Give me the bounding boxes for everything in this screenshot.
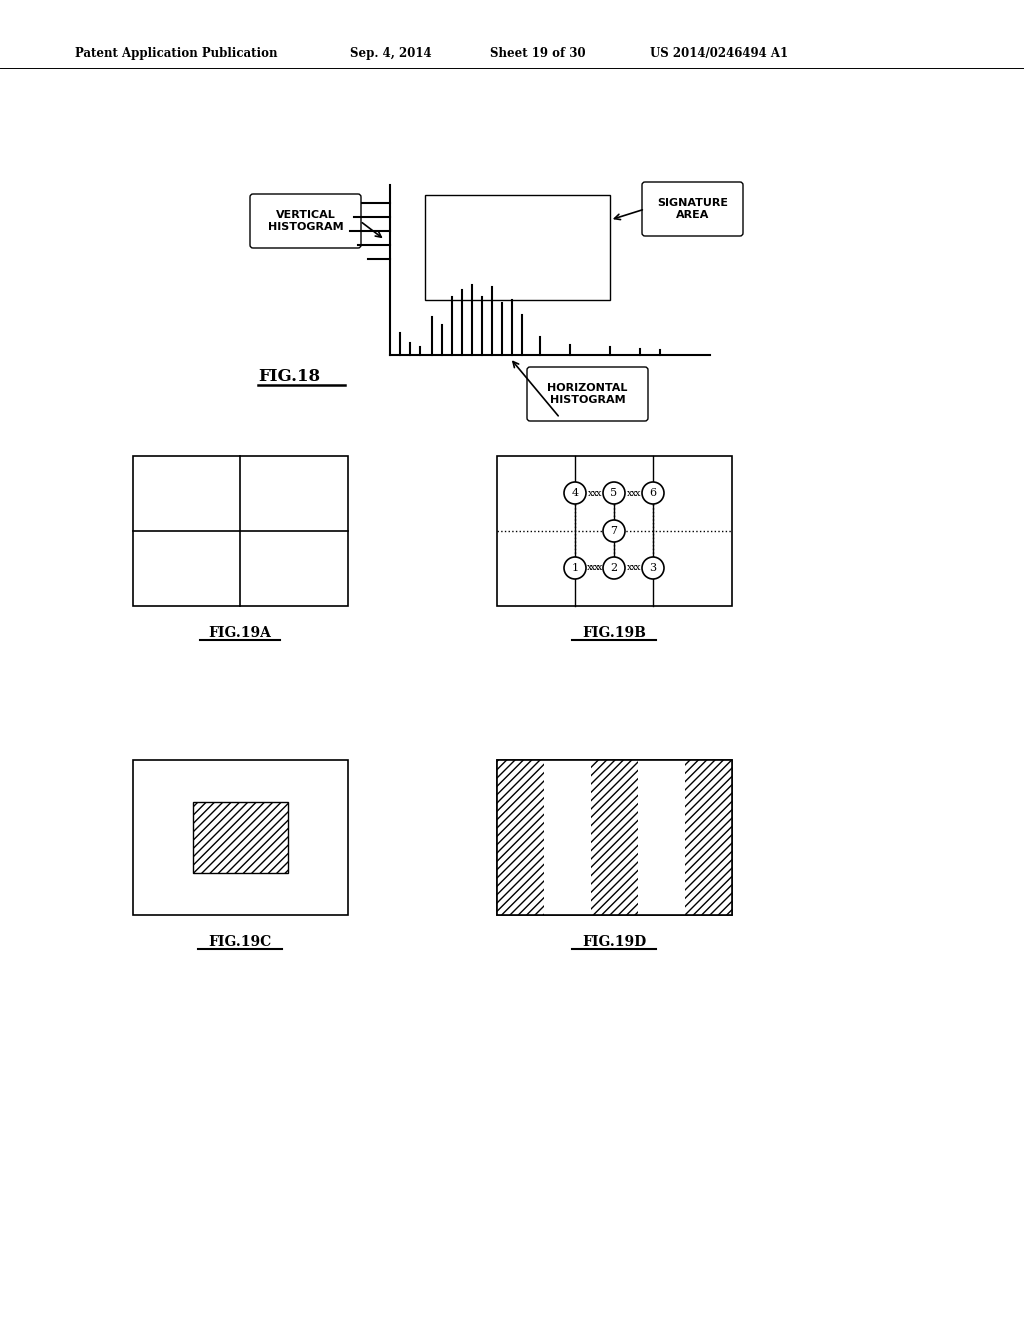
Circle shape: [603, 557, 625, 579]
Text: FIG.18: FIG.18: [258, 368, 321, 385]
FancyBboxPatch shape: [642, 182, 743, 236]
Text: x: x: [631, 488, 636, 498]
Bar: [544, 760, 591, 915]
Text: x: x: [635, 564, 640, 573]
Circle shape: [603, 482, 625, 504]
Bar: [685, 760, 732, 915]
FancyBboxPatch shape: [527, 367, 648, 421]
Circle shape: [642, 557, 664, 579]
Text: Sheet 19 of 30: Sheet 19 of 30: [490, 48, 586, 59]
Text: x: x: [596, 488, 601, 498]
Bar: [497, 760, 732, 915]
Text: SIGNATURE
AREA: SIGNATURE AREA: [657, 198, 728, 220]
Circle shape: [642, 482, 664, 504]
Bar: [133, 760, 348, 915]
Text: x: x: [590, 564, 596, 573]
FancyBboxPatch shape: [250, 194, 361, 248]
Text: 5: 5: [610, 488, 617, 498]
Circle shape: [564, 557, 586, 579]
Text: x: x: [588, 488, 593, 498]
Text: FIG.19C: FIG.19C: [208, 935, 271, 949]
Bar: [638, 760, 685, 915]
Text: x: x: [635, 488, 640, 498]
Circle shape: [603, 520, 625, 543]
Bar: [133, 455, 348, 606]
Text: x: x: [592, 488, 597, 498]
Text: VERTICAL
HISTOGRAM: VERTICAL HISTOGRAM: [267, 210, 343, 232]
Circle shape: [564, 482, 586, 504]
Text: x: x: [631, 564, 636, 573]
Text: Sep. 4, 2014: Sep. 4, 2014: [350, 48, 432, 59]
Text: x: x: [587, 564, 592, 573]
Text: 6: 6: [649, 488, 656, 498]
Text: US 2014/0246494 A1: US 2014/0246494 A1: [650, 48, 788, 59]
Text: HORIZONTAL
HISTOGRAM: HORIZONTAL HISTOGRAM: [547, 383, 628, 405]
Bar: [497, 760, 544, 915]
Bar: [591, 760, 638, 915]
Text: FIG.19A: FIG.19A: [209, 626, 271, 640]
Text: 3: 3: [649, 564, 656, 573]
Text: x: x: [597, 564, 602, 573]
Bar: [497, 760, 732, 915]
Text: 4: 4: [571, 488, 579, 498]
Text: Patent Application Publication: Patent Application Publication: [75, 48, 278, 59]
Text: 1: 1: [571, 564, 579, 573]
Text: x: x: [627, 488, 632, 498]
Text: FIG.19B: FIG.19B: [582, 626, 646, 640]
Text: 7: 7: [610, 525, 617, 536]
Text: x: x: [594, 564, 599, 573]
Bar: [497, 455, 732, 606]
Bar: [193, 803, 288, 873]
Text: 2: 2: [610, 564, 617, 573]
Text: FIG.19D: FIG.19D: [582, 935, 646, 949]
Text: x: x: [627, 564, 632, 573]
Bar: [425, 195, 610, 300]
